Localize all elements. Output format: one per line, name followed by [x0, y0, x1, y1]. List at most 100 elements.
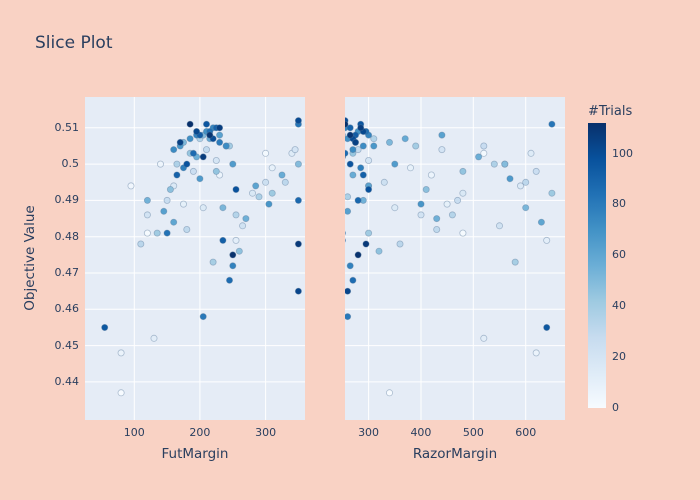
trial-point [268, 164, 276, 172]
trial-point [365, 229, 373, 237]
trial-point [294, 160, 302, 168]
trial-point [345, 287, 352, 295]
trial-point [206, 131, 214, 139]
tick-label: 0 [612, 401, 619, 414]
trial-point [235, 247, 243, 255]
trial-point [137, 240, 145, 248]
trial-point [166, 186, 174, 194]
tick-label: 500 [462, 426, 484, 439]
trial-point [294, 196, 302, 204]
trial-point [186, 120, 194, 128]
tick-label: 0.51 [54, 120, 80, 134]
trial-point [345, 149, 349, 157]
trial-point [438, 131, 446, 139]
trial-point [229, 262, 237, 270]
trial-point [370, 142, 378, 150]
trial-point [157, 160, 165, 168]
trial-point [229, 160, 237, 168]
trial-point [143, 229, 151, 237]
trial-point [127, 182, 135, 190]
trial-point [216, 138, 224, 146]
trial-point [193, 127, 201, 135]
trial-point [516, 182, 524, 190]
trial-point [232, 186, 240, 194]
trial-point [375, 247, 383, 255]
subplot-futmargin-plot-area[interactable] [85, 97, 305, 420]
trial-point [173, 171, 181, 179]
trial-point [511, 258, 519, 266]
trial-point [349, 171, 357, 179]
trial-point [345, 154, 346, 160]
trial-point [291, 146, 299, 154]
trial-point [262, 149, 270, 157]
trial-point [365, 157, 373, 165]
trial-point [522, 204, 530, 212]
trial-point [365, 186, 373, 194]
figure-title: Slice Plot [35, 33, 113, 53]
trial-point [199, 313, 207, 321]
trial-point [101, 323, 109, 331]
trial-point [459, 167, 467, 175]
trial-point [480, 142, 488, 150]
trial-point [203, 146, 211, 154]
trial-point [160, 207, 168, 215]
tick-label: 80 [612, 197, 626, 211]
trial-point [225, 276, 233, 284]
trial-point [548, 189, 556, 197]
trial-point [189, 149, 197, 157]
x-axis-title-razormargin: RazorMargin [412, 446, 498, 462]
trial-point [255, 193, 263, 201]
trial-point [222, 142, 230, 150]
trial-point [412, 142, 420, 150]
trial-point [216, 124, 224, 132]
trial-point [180, 200, 188, 208]
trial-point [262, 178, 270, 186]
trial-point [543, 323, 551, 331]
trial-point [199, 153, 207, 161]
trial-point [268, 189, 276, 197]
trial-point [548, 120, 556, 128]
trial-point [362, 240, 370, 248]
trial-point [532, 167, 540, 175]
tick-label: 0.45 [54, 338, 80, 352]
trial-point [346, 124, 354, 132]
trial-point [370, 135, 378, 143]
trial-point [248, 189, 256, 197]
tick-label: 300 [255, 426, 277, 439]
trial-point [386, 389, 394, 397]
trial-point [346, 262, 354, 270]
tick-label: 100 [123, 426, 145, 439]
trial-point [278, 171, 286, 179]
trial-point [150, 334, 158, 342]
trial-point [216, 131, 224, 139]
y-axis-title: Objective Value [22, 205, 38, 311]
trial-point [203, 120, 211, 128]
trial-point [294, 287, 302, 295]
tick-label: 0.5 [61, 157, 80, 171]
colorbar-title: #Trials [588, 104, 633, 119]
trial-point [196, 175, 204, 183]
trial-point [252, 182, 260, 190]
subplot-razormargin-plot-area[interactable] [345, 97, 565, 420]
trial-point [117, 389, 125, 397]
trial-point [433, 215, 441, 223]
trial-point [532, 349, 540, 357]
trial-point [357, 124, 365, 132]
tick-label: 0.46 [54, 302, 80, 316]
trial-point [506, 175, 514, 183]
trial-point [480, 334, 488, 342]
trial-point [501, 160, 509, 168]
trial-point [359, 142, 367, 150]
trial-point [543, 236, 551, 244]
trial-point [352, 138, 359, 146]
trial-point [480, 149, 488, 157]
trial-point [345, 193, 352, 201]
trial-point [346, 131, 354, 139]
trial-point [199, 204, 207, 212]
trial-point [183, 225, 191, 233]
trial-point [219, 236, 227, 244]
tick-label: 300 [358, 426, 380, 439]
trial-point [354, 251, 362, 259]
trial-point [391, 160, 399, 168]
